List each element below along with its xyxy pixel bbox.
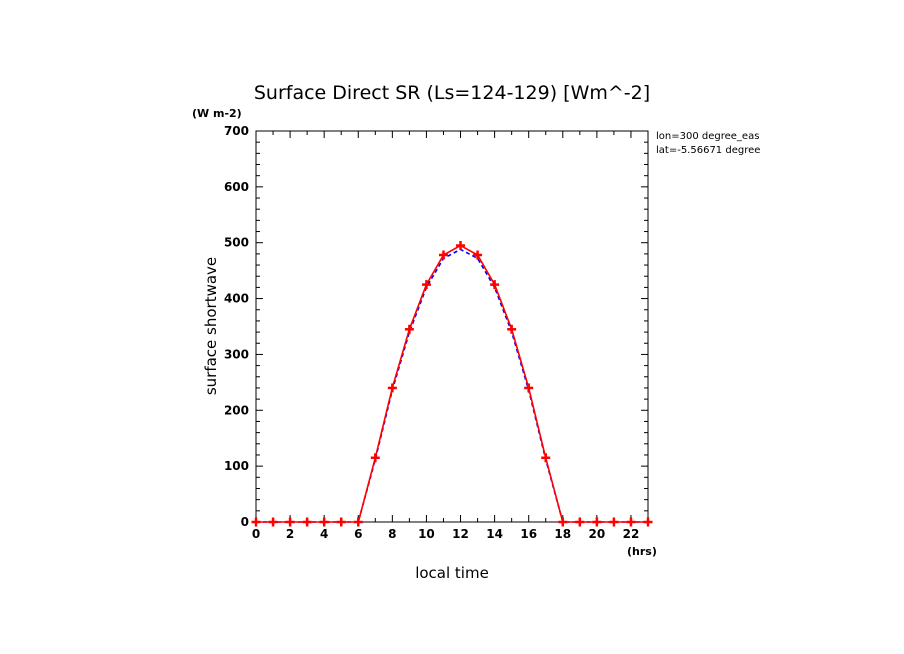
y-tick-label: 500 [224, 236, 249, 250]
data-point [456, 241, 466, 251]
y-unit-label: (W m-2) [192, 107, 242, 120]
data-point [541, 453, 551, 463]
y-tick-label: 400 [224, 292, 249, 306]
series-line-1 [256, 248, 648, 523]
data-point [336, 517, 346, 527]
y-tick-label: 700 [224, 124, 249, 138]
x-tick-label: 20 [589, 527, 606, 541]
data-point [473, 250, 483, 260]
data-point [438, 250, 448, 260]
data-point [609, 517, 619, 527]
x-unit-label: (hrs) [627, 545, 657, 558]
axis-ticks [255, 130, 649, 523]
data-point [251, 517, 261, 527]
x-tick-label: 8 [388, 527, 396, 541]
y-tick-label: 200 [224, 403, 249, 417]
data-point [370, 453, 380, 463]
x-tick-label: 2 [286, 527, 294, 541]
x-axis-title: local time [415, 564, 489, 582]
annotation-lon: lon=300 degree_eas [656, 131, 759, 142]
data-point [268, 517, 278, 527]
y-tick-label: 0 [241, 515, 249, 529]
data-point [285, 517, 295, 527]
data-point [353, 517, 363, 527]
series-layer [251, 241, 653, 527]
x-tick-label: 22 [623, 527, 640, 541]
chart-title: Surface Direct SR (Ls=124-129) [Wm^-2] [254, 82, 650, 104]
data-point [404, 324, 414, 334]
data-point [507, 324, 517, 334]
x-tick-label: 4 [320, 527, 328, 541]
data-point [626, 517, 636, 527]
y-axis-title: surface shortwave [202, 257, 220, 395]
data-point [490, 280, 500, 290]
x-tick-label: 0 [252, 527, 260, 541]
x-tick-label: 16 [520, 527, 537, 541]
data-point [319, 517, 329, 527]
plot-frame [255, 130, 649, 523]
y-tick-label: 300 [224, 347, 249, 361]
data-point [302, 517, 312, 527]
x-tick-label: 10 [418, 527, 435, 541]
data-point [643, 517, 653, 527]
data-point [575, 517, 585, 527]
y-tick-label: 100 [224, 459, 249, 473]
series-line-0 [256, 244, 648, 523]
annotation-lat: lat=-5.56671 degree [656, 145, 760, 156]
data-point [558, 517, 568, 527]
x-tick-label: 6 [354, 527, 362, 541]
axis-tick-labels: 0 2 4 6 8 10 12 14 16 18 20 22 0 100 200 300 400 500 600 70… [224, 124, 639, 541]
x-tick-label: 18 [554, 527, 571, 541]
data-point [524, 383, 534, 393]
data-point [387, 383, 397, 393]
data-point [592, 517, 602, 527]
x-tick-label: 14 [486, 527, 503, 541]
y-tick-label: 600 [224, 180, 249, 194]
data-point [421, 280, 431, 290]
x-tick-label: 12 [452, 527, 469, 541]
